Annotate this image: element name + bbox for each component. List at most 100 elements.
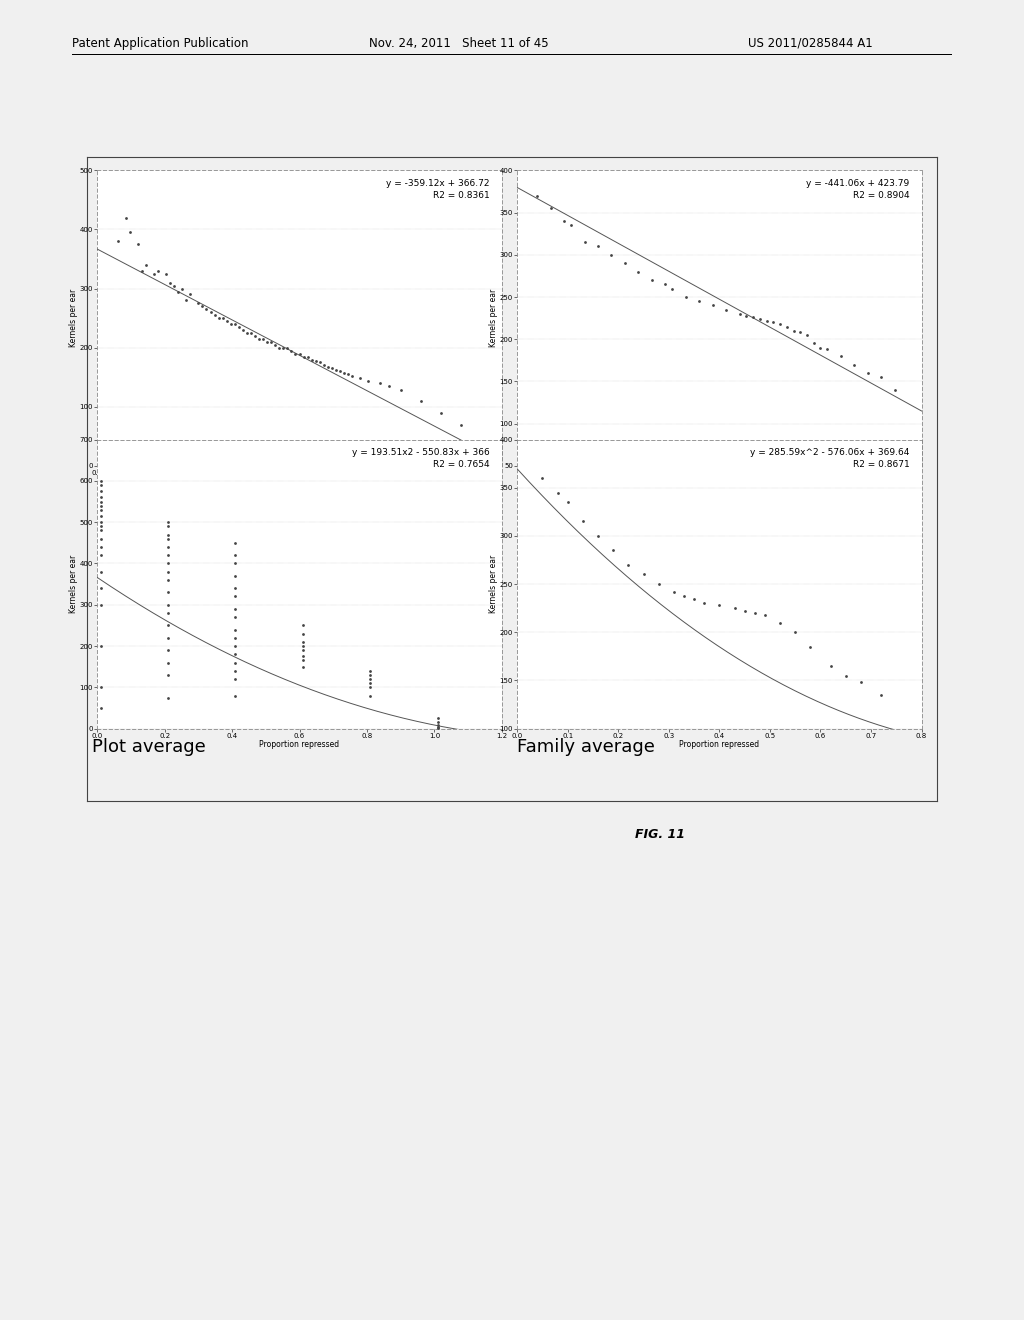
Point [360,371,377,392]
Point [738,305,755,326]
Point [129,234,146,255]
Point [160,652,176,673]
Point [227,644,244,665]
Point [227,586,244,607]
Point [691,290,708,312]
Point [160,627,176,648]
Point [819,339,836,360]
Point [711,595,727,616]
X-axis label: Proportion repressed: Proportion repressed [679,478,760,487]
Point [731,304,748,325]
Point [227,607,244,628]
Point [295,649,311,671]
Point [166,275,182,296]
Point [392,380,409,401]
Point [227,553,244,574]
Point [160,524,176,545]
Point [291,343,307,364]
Point [744,306,761,327]
Point [362,668,379,689]
Point [160,602,176,623]
Point [199,298,215,319]
Point [227,652,244,673]
Point [280,337,296,358]
Point [92,506,109,527]
Point [718,300,734,321]
Point [631,261,647,282]
Point [563,215,580,236]
Point [160,582,176,603]
Text: Nov. 24, 2011   Sheet 11 of 45: Nov. 24, 2011 Sheet 11 of 45 [369,37,548,50]
Point [295,635,311,656]
Point [806,333,822,354]
Point [574,511,591,532]
Point [263,331,280,352]
Point [676,585,692,606]
Point [787,622,804,643]
Point [284,341,300,362]
Point [234,319,251,341]
Point [413,391,429,412]
Point [92,677,109,698]
Point [429,715,445,737]
Point [352,368,369,389]
Point [92,697,109,718]
Y-axis label: Kernels per ear: Kernels per ear [70,289,78,347]
Point [311,352,328,374]
Point [726,598,742,619]
Point [328,359,344,380]
Point [178,290,195,312]
Point [92,512,109,533]
Point [160,569,176,590]
Point [226,313,243,334]
Point [214,308,230,329]
Point [133,260,150,281]
Point [332,360,348,381]
Point [92,520,109,541]
Point [92,635,109,656]
Point [429,708,445,729]
Point [255,329,271,350]
Point [759,310,775,331]
Point [92,491,109,512]
Point [380,376,396,397]
Point [295,615,311,636]
X-axis label: Proportion repressed: Proportion repressed [259,741,340,750]
Point [362,673,379,694]
Point [705,294,721,315]
Point [92,470,109,491]
Point [160,528,176,549]
Point [678,286,694,308]
Point [303,348,319,370]
Point [230,317,247,338]
Point [227,532,244,553]
Point [812,337,828,358]
Point [92,528,109,549]
Point [227,565,244,586]
Point [92,499,109,520]
Point [160,516,176,537]
Y-axis label: Kernels per ear: Kernels per ear [489,289,498,347]
Point [247,325,263,346]
Point [621,554,637,576]
Point [211,308,227,329]
Point [833,346,849,367]
Y-axis label: Kernels per ear: Kernels per ear [489,554,498,614]
Point [275,337,292,358]
Point [429,717,445,738]
Y-axis label: Kernels per ear: Kernels per ear [70,554,78,614]
Point [239,322,255,343]
Point [315,355,332,376]
Point [372,372,388,393]
Text: Patent Application Publication: Patent Application Publication [72,37,248,50]
Point [664,279,680,300]
Point [295,656,311,677]
Point [295,631,311,652]
Point [556,210,572,231]
Text: y = 285.59x^2 - 576.06x + 369.64
R2 = 0.8671: y = 285.59x^2 - 576.06x + 369.64 R2 = 0.… [751,449,909,469]
Point [190,293,207,314]
Point [793,322,809,343]
Point [549,482,565,503]
Point [160,615,176,636]
Point [535,467,551,488]
